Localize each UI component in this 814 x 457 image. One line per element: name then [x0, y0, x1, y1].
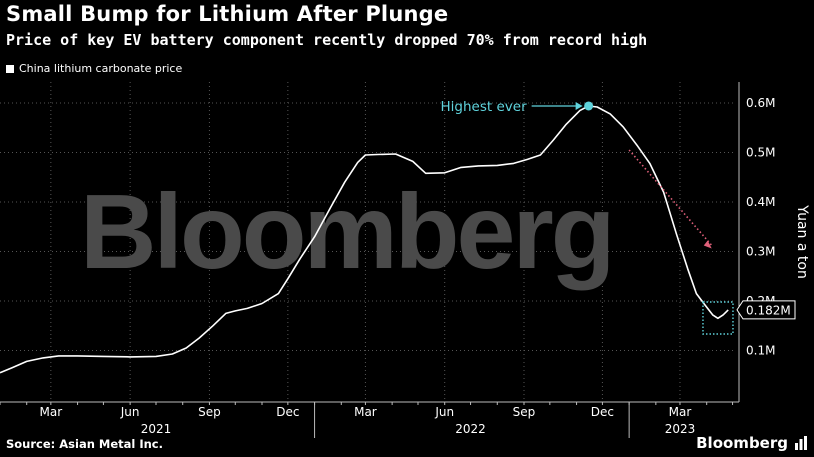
legend: China lithium carbonate price	[6, 62, 182, 75]
y-tick-label: 0.4M	[746, 195, 775, 209]
trend-arrowhead-icon	[703, 240, 712, 249]
bloomberg-watermark: Bloomberg	[80, 173, 612, 291]
x-tick-label: Dec	[276, 405, 299, 419]
x-year-label: 2022	[455, 422, 486, 436]
y-axis-title: Yuan a ton	[794, 204, 810, 279]
x-tick-label: Jun	[120, 405, 140, 419]
peak-marker	[584, 101, 594, 111]
x-year-label: 2021	[141, 422, 172, 436]
y-tick-label: 0.3M	[746, 245, 775, 259]
brand-text: Bloomberg	[696, 434, 788, 452]
x-tick-label: Mar	[669, 405, 692, 419]
bar-chart-icon	[795, 436, 807, 450]
source-note: Source: Asian Metal Inc.	[6, 437, 163, 451]
y-tick-label: 0.1M	[746, 344, 775, 358]
brand-logo: Bloomberg	[696, 434, 808, 452]
legend-label: China lithium carbonate price	[19, 62, 183, 75]
chart-title: Small Bump for Lithium After Plunge	[6, 2, 449, 26]
trend-arrow	[628, 149, 714, 248]
last-value-tag	[736, 300, 796, 320]
x-tick-label: Mar	[40, 405, 63, 419]
chart-subtitle: Price of key EV battery component recent…	[6, 31, 648, 49]
x-tick-label: Sep	[513, 405, 536, 419]
x-tick-label: Sep	[198, 405, 221, 419]
x-year-label: 2023	[665, 422, 696, 436]
x-tick-label: Jun	[434, 405, 454, 419]
legend-swatch	[6, 64, 14, 73]
last-value-label: 0.182M	[746, 303, 791, 317]
peak-arrowhead-icon	[575, 101, 583, 110]
x-tick-label: Mar	[354, 405, 377, 419]
bump-highlight-box	[702, 301, 734, 335]
peak-label: Highest ever	[441, 99, 528, 115]
y-tick-label: 0.5M	[746, 146, 775, 160]
y-tick-label: 0.6M	[746, 96, 775, 110]
x-tick-label: Dec	[591, 405, 614, 419]
series-line-lithium	[0, 105, 729, 374]
